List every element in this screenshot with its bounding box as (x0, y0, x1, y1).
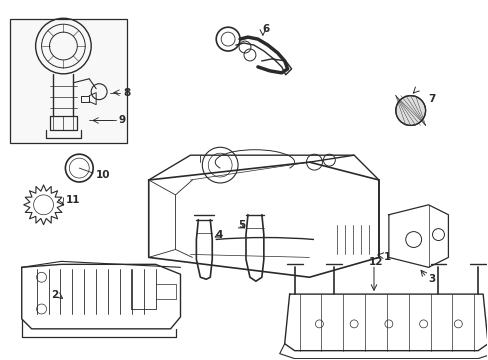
FancyBboxPatch shape (10, 19, 127, 143)
Text: 7: 7 (427, 94, 435, 104)
Text: 10: 10 (96, 170, 110, 180)
Text: 9: 9 (119, 116, 126, 126)
Text: 8: 8 (122, 88, 130, 98)
Text: 3: 3 (427, 274, 435, 284)
Text: 5: 5 (238, 220, 245, 230)
Text: 2: 2 (51, 290, 59, 300)
Text: 12: 12 (368, 257, 383, 267)
Text: 1: 1 (383, 252, 390, 262)
Text: 6: 6 (263, 24, 269, 34)
Text: 4: 4 (215, 230, 222, 239)
Text: 11: 11 (65, 195, 80, 205)
Circle shape (395, 96, 425, 125)
